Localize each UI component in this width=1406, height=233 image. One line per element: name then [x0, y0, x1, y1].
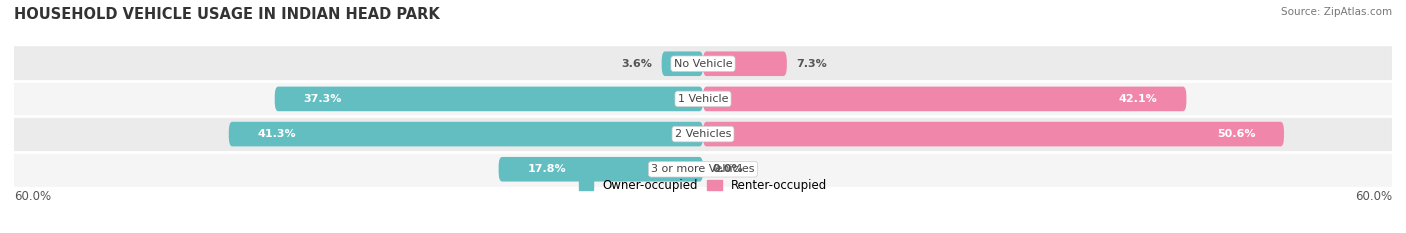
FancyBboxPatch shape: [14, 81, 1392, 116]
FancyBboxPatch shape: [14, 152, 1392, 187]
FancyBboxPatch shape: [703, 51, 787, 76]
FancyBboxPatch shape: [14, 46, 1392, 81]
Text: 60.0%: 60.0%: [14, 190, 51, 203]
Text: 42.1%: 42.1%: [1119, 94, 1157, 104]
Text: HOUSEHOLD VEHICLE USAGE IN INDIAN HEAD PARK: HOUSEHOLD VEHICLE USAGE IN INDIAN HEAD P…: [14, 7, 440, 22]
Text: 60.0%: 60.0%: [1355, 190, 1392, 203]
Text: 41.3%: 41.3%: [257, 129, 297, 139]
Text: No Vehicle: No Vehicle: [673, 59, 733, 69]
FancyBboxPatch shape: [703, 122, 1284, 146]
FancyBboxPatch shape: [229, 122, 703, 146]
FancyBboxPatch shape: [703, 87, 1187, 111]
Text: 3.6%: 3.6%: [621, 59, 652, 69]
Text: 0.0%: 0.0%: [713, 164, 742, 174]
FancyBboxPatch shape: [274, 87, 703, 111]
FancyBboxPatch shape: [14, 116, 1392, 152]
Text: 2 Vehicles: 2 Vehicles: [675, 129, 731, 139]
FancyBboxPatch shape: [662, 51, 703, 76]
Text: Source: ZipAtlas.com: Source: ZipAtlas.com: [1281, 7, 1392, 17]
Legend: Owner-occupied, Renter-occupied: Owner-occupied, Renter-occupied: [574, 175, 832, 197]
Text: 1 Vehicle: 1 Vehicle: [678, 94, 728, 104]
Text: 7.3%: 7.3%: [796, 59, 827, 69]
FancyBboxPatch shape: [499, 157, 703, 182]
Text: 37.3%: 37.3%: [304, 94, 342, 104]
Text: 17.8%: 17.8%: [527, 164, 567, 174]
Text: 3 or more Vehicles: 3 or more Vehicles: [651, 164, 755, 174]
Text: 50.6%: 50.6%: [1216, 129, 1256, 139]
